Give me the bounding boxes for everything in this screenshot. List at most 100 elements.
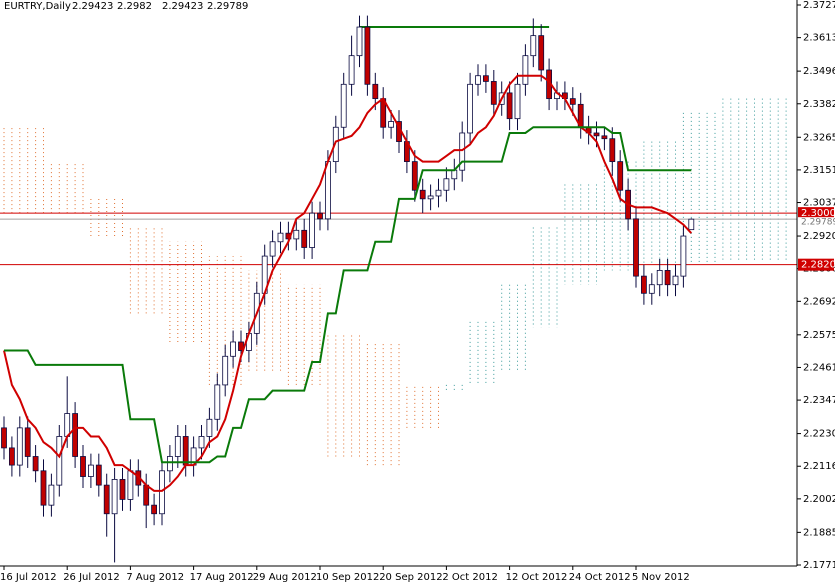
candle-body [459,132,466,171]
candle-body [617,161,624,191]
candle-body [340,83,347,128]
candle-body [166,456,173,472]
y-tick-label: 2.33820 [803,99,835,110]
candle-body [277,232,284,243]
candle-body [174,436,181,457]
x-tick-label: 20 Sep 2012 [379,572,442,583]
candle-body [593,132,600,137]
candle-body [230,341,237,357]
candle-body [127,470,134,500]
candle-body [530,35,537,57]
candle-body [198,436,205,449]
candle-body [388,121,395,128]
level-box [798,258,834,271]
price-label: 2.29789 [801,218,835,228]
candle-body [24,427,31,457]
candle-body [411,161,418,191]
candle-body [356,26,363,57]
indicator-line [4,126,692,464]
candle-body [16,427,23,466]
candle-body [56,436,63,486]
candle-body [317,212,323,220]
chart-title: EURTRY,Daily [4,1,71,12]
x-tick-label: 12 Oct 2012 [506,572,568,583]
x-tick-label: 16 Jul 2012 [0,572,57,583]
x-tick-label: 2 Oct 2012 [442,572,497,583]
y-tick-label: 2.26920 [803,296,835,307]
candle-body [103,484,110,515]
candle-body [435,189,442,197]
candle-body [372,83,379,100]
level-label: 2.30000 [801,208,835,219]
candle-body [641,275,647,294]
y-tick-label: 2.32650 [803,132,835,143]
candle-body [522,55,529,85]
candle-body [324,161,331,220]
candle-body [490,81,497,105]
y-tick-label: 2.17710 [803,560,835,571]
x-tick-label: 5 Nov 2012 [632,572,690,583]
candle-body [601,135,608,140]
y-tick-label: 2.24610 [803,362,835,373]
candle-body [609,138,616,163]
candle-body [332,126,339,163]
candle-body [482,75,489,82]
candle-body [309,212,316,248]
candle-body [159,470,165,515]
candle-body [214,384,221,420]
candle-body [633,218,639,277]
header-open: 2.29423 [72,1,113,12]
x-tick-label: 24 Oct 2012 [569,572,631,583]
candle-body [293,229,300,240]
candle-body [514,83,521,120]
candle-body [8,447,15,466]
header-high: 2.2982 [117,1,152,12]
candle-body [111,478,118,515]
candle-body [672,275,679,286]
price-box [798,217,834,227]
candle-body [664,269,671,286]
candle-body [32,456,39,472]
candle-body [222,355,229,386]
y-tick-label: 2.30370 [803,198,835,209]
x-tick-label: 26 Jul 2012 [63,572,120,583]
candle-body [656,269,663,286]
y-tick-label: 2.25750 [803,330,835,341]
candle-body [680,235,687,277]
plot-area [0,15,797,563]
level-label: 2.28200 [801,260,835,271]
candle-body [467,83,474,134]
candle-body [364,26,371,85]
candle-body [64,413,71,437]
y-tick-label: 2.18850 [803,527,835,538]
candle-body [1,427,7,449]
y-tick-label: 2.34960 [803,66,835,77]
y-tick-label: 2.31510 [803,165,835,176]
candle-body [48,484,55,506]
y-tick-label: 2.22300 [803,429,835,440]
header-low: 2.29423 [162,1,203,12]
level-box [798,207,834,220]
y-tick-label: 2.21160 [803,461,835,472]
candle-body [688,218,695,231]
candle-body [538,35,545,71]
candle-body [301,229,308,248]
candle-body [206,418,213,437]
candle-body [648,284,655,294]
y-tick-label: 2.36130 [803,33,835,44]
candle-body [80,456,86,477]
candle-body [348,55,355,85]
x-tick-label: 7 Aug 2012 [126,572,184,583]
candle-body [419,189,426,200]
header-close: 2.29789 [207,1,248,12]
candle-body [40,470,47,506]
candle-body [427,195,434,200]
candle-body [475,75,481,85]
candle-body [269,241,276,257]
candle-body [569,98,576,105]
x-tick-label: 10 Sep 2012 [316,572,379,583]
candle-body [506,92,513,120]
y-tick-label: 2.23470 [803,395,835,406]
